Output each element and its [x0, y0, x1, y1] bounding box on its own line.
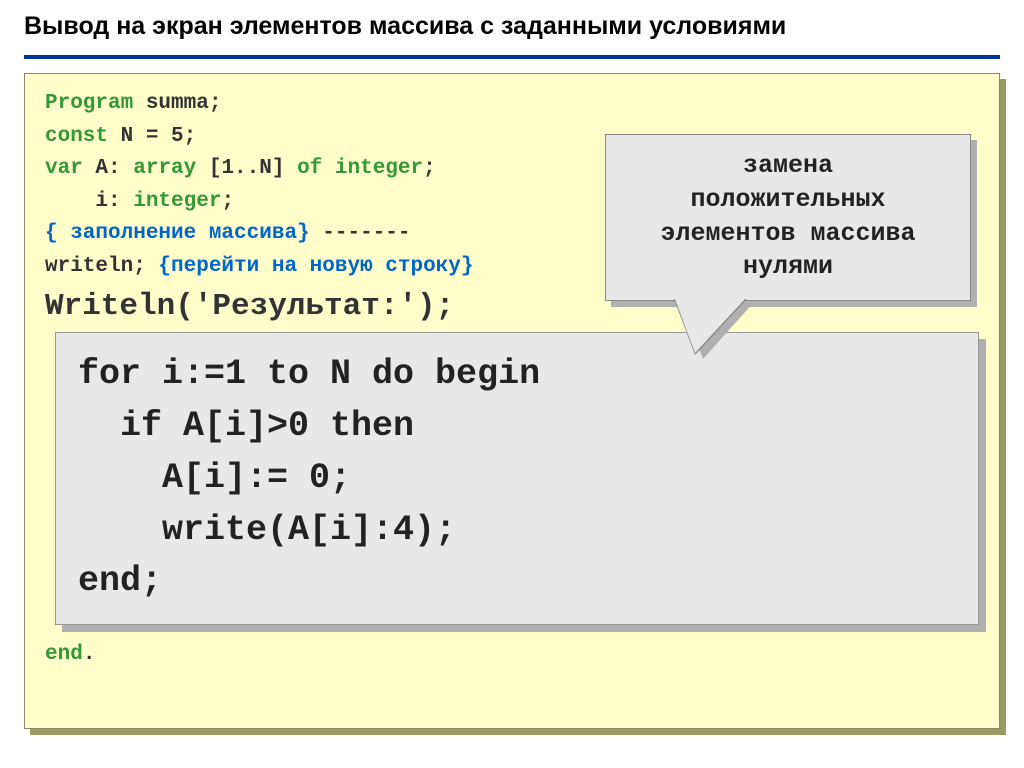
keyword-program: Program — [45, 92, 133, 115]
keyword-of-integer: of integer — [297, 157, 423, 180]
code-text: . — [83, 643, 96, 666]
code-panel-body: Program summa; const N = 5; var A: array… — [24, 73, 1000, 729]
callout-line-4: нулями — [616, 250, 960, 284]
inner-line-2: if A[i]>0 then — [78, 401, 956, 453]
callout-bubble: замена положительных элементов массива н… — [605, 134, 971, 301]
code-text: i: — [45, 190, 133, 213]
code-text: [1..N] — [196, 157, 297, 180]
callout-line-3: элементов массива — [616, 217, 960, 251]
slide-title: Вывод на экран элементов массива с задан… — [24, 12, 1000, 41]
inner-line-1: for i:=1 to N do begin — [78, 349, 956, 401]
callout-line-2: положительных — [616, 183, 960, 217]
code-text: ; — [221, 190, 234, 213]
code-line-1: Program summa; — [45, 88, 979, 121]
inner-line-3: A[i]:= 0; — [78, 453, 956, 505]
code-text: A: — [83, 157, 133, 180]
keyword-var: var — [45, 157, 83, 180]
code-text: ------- — [310, 222, 411, 245]
inner-line-4: write(A[i]:4); — [78, 505, 956, 557]
inner-code-body: for i:=1 to N do begin if A[i]>0 then A[… — [55, 332, 979, 625]
comment-newline: {перейти на новую строку} — [158, 255, 473, 278]
callout-tail-fill — [675, 299, 745, 353]
code-text: writeln; — [45, 255, 158, 278]
slide-title-bar: Вывод на экран элементов массива с задан… — [0, 0, 1024, 49]
callout-line-1: замена — [616, 149, 960, 183]
comment-fill-array: { заполнение массива} — [45, 222, 310, 245]
code-end-line: end. — [45, 643, 979, 666]
code-panel: Program summa; const N = 5; var A: array… — [24, 73, 1000, 729]
code-text: N = 5; — [108, 125, 196, 148]
keyword-integer: integer — [133, 190, 221, 213]
keyword-const: const — [45, 125, 108, 148]
code-text: summa; — [133, 92, 221, 115]
keyword-end: end — [45, 643, 83, 666]
title-underline — [24, 55, 1000, 59]
code-text: ; — [423, 157, 436, 180]
keyword-array: array — [133, 157, 196, 180]
callout-box: замена положительных элементов массива н… — [605, 134, 971, 301]
inner-line-5: end; — [78, 556, 956, 608]
inner-code-block: for i:=1 to N do begin if A[i]>0 then A[… — [55, 332, 979, 625]
